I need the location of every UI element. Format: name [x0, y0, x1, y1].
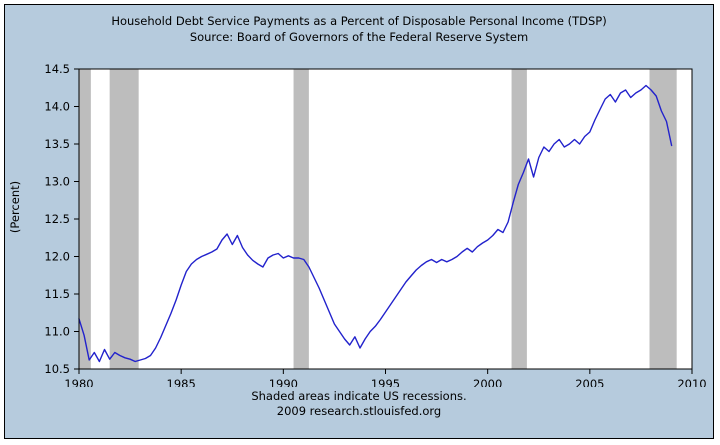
chart-title: Household Debt Service Payments as a Per… — [111, 14, 607, 28]
recession-band — [649, 69, 677, 369]
x-tick-label: 1985 — [167, 377, 196, 387]
tdsp-series-line — [78, 84, 673, 363]
plot-background — [79, 69, 692, 369]
y-tick-label: 14.5 — [44, 62, 70, 76]
chart-card: Household Debt Service Payments as a Per… — [4, 4, 714, 439]
y-tick-label: 12.5 — [44, 212, 70, 226]
recession-band — [79, 69, 91, 369]
x-tick-label: 1990 — [269, 377, 298, 387]
recession-note: Shaded areas indicate US recessions. — [251, 389, 467, 403]
y-tick-label: 11.5 — [44, 287, 70, 301]
x-tick-label: 2000 — [473, 377, 502, 387]
y-tick-label: 11.0 — [44, 325, 70, 339]
recession-band — [109, 69, 139, 369]
y-tick-label: 12.0 — [44, 250, 70, 264]
y-tick-label: 13.0 — [44, 175, 70, 189]
line-chart-plot: 10.5 11.0 11.5 12.0 12.5 13.0 13.5 14.0 14.5 1980… — [44, 62, 706, 387]
chart-subtitle: Source: Board of Governors of the Federa… — [189, 30, 529, 44]
source-credit: 2009 research.stlouisfed.org — [276, 404, 442, 418]
x-tick-label: 2010 — [677, 377, 706, 387]
recession-band — [293, 69, 309, 369]
x-tick-label: 1980 — [64, 377, 93, 387]
recession-band — [511, 69, 527, 369]
x-tick-label: 1995 — [371, 377, 400, 387]
y-tick-label: 10.5 — [44, 362, 70, 376]
y-tick-label: 14.0 — [44, 100, 70, 114]
x-tick-label: 2005 — [575, 377, 604, 387]
y-tick-label: 13.5 — [44, 137, 70, 151]
